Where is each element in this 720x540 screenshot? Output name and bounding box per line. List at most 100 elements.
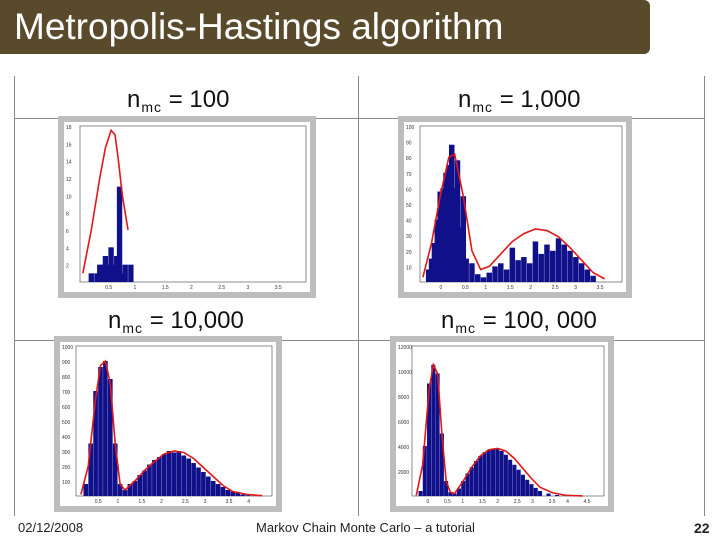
histogram-bar [457,227,464,282]
histogram-bar [446,165,452,282]
histogram-bar [520,474,525,496]
histogram-bar [201,472,206,496]
histogram-bar [463,258,469,282]
x-tick-label: 3.5 [275,285,282,291]
histogram-bar [584,269,591,282]
histogram-bar [161,454,167,496]
histogram-bar [508,459,513,496]
histogram-bar [171,452,177,496]
histogram-plot-100000: 12000 10000 8000 6000 4000 2000 0 0.5 1 1.5 2 2.5 3 3… [390,336,614,512]
grid-line-left [14,76,15,516]
x-tick-label: 1 [117,499,120,505]
histogram-bar [105,264,111,282]
histogram-bar [469,467,474,496]
y-tick-label: 4 [66,246,69,252]
histogram-bar [482,452,487,496]
grid-line-top [14,118,704,119]
y-tick-label: 2 [66,264,69,270]
x-tick-label: 1 [461,499,464,505]
x-tick-label: 1 [134,285,137,291]
histogram-bar [88,443,94,496]
histogram-bar [99,264,106,282]
y-tick-label: 20 [406,250,412,256]
y-tick-label: 30 [406,234,412,240]
histogram-bar [439,433,444,496]
histogram-bar [425,269,432,282]
histogram-bar [550,250,556,282]
y-tick-label: 200 [62,465,71,471]
histogram-bar [422,446,427,496]
y-tick-label: 10000 [398,370,412,376]
panel-label-100000: nmc = 100, 000 [441,307,597,336]
y-tick-label: 60 [406,187,412,193]
histogram-bar [452,493,457,496]
y-tick-label: 80 [406,156,412,162]
histogram-bar [509,247,516,282]
histogram-bar [119,273,126,282]
y-tick-label: 12000 [398,345,412,351]
histogram-bar [245,495,250,496]
y-tick-label: 1000 [62,345,73,351]
y-tick-label: 500 [62,420,71,426]
histogram-bar [503,454,508,496]
histogram-bar [97,264,103,282]
histogram-bar [486,449,491,496]
histogram-bar [418,491,423,496]
histogram-bar [427,383,432,496]
grid-line-middle [14,340,704,341]
histogram-bar [448,492,453,496]
y-tick-label: 900 [62,360,71,366]
histogram-bar [102,256,109,282]
histogram-bar [191,463,196,496]
histogram-bar [116,186,123,282]
histogram-bar [225,490,231,496]
target-density-curve [80,359,263,497]
histogram-bar [117,484,123,496]
x-tick-label: 0.5 [444,499,451,505]
y-tick-label: 6 [66,229,69,235]
y-tick-label: 100 [406,125,415,131]
x-tick-label: 1.5 [507,285,514,291]
histogram-bar [454,160,461,282]
histogram-bar [137,475,143,496]
histogram-bar [83,484,89,496]
histogram-bar [492,266,498,282]
panel-label-100: nmc = 100 [127,86,230,115]
histogram-bar [235,493,241,496]
histogram-bar [573,257,579,282]
histogram-svg-100: 18 16 14 12 10 8 6 4 2 0.5 1 1.5 2 2.5 3 3.5 [66,125,307,291]
histogram-bar [516,469,521,496]
histogram-bar [98,367,103,496]
histogram-bar [555,238,562,282]
histogram-bar [526,263,533,282]
histogram-bar [440,188,446,282]
histogram-bar [546,493,551,496]
histogram-bar [240,494,245,496]
histogram-bar [515,260,521,282]
histogram-svg-10000: 1000 900 800 700 600 500 400 300 200 100 0.5 1 1.5 2 2… [62,345,273,505]
y-tick-label: 12 [66,177,72,183]
x-tick-label: 1.5 [162,285,169,291]
histogram-bar [210,481,216,496]
histogram-bar [480,277,487,282]
histogram-bar [114,256,120,282]
x-tick-label: 2.5 [218,285,225,291]
x-tick-label: 2.5 [182,499,189,505]
histogram-bar [176,451,182,496]
x-tick-label: 2.5 [514,499,521,505]
histogram-bar [469,263,475,282]
histogram-bar [525,479,530,496]
histogram-bar [103,361,108,496]
histogram-bar [128,264,134,282]
y-tick-label: 400 [62,435,71,441]
histogram-bar [127,484,133,496]
grid-line-center [358,76,359,516]
y-tick-label: 50 [406,203,412,209]
y-tick-label: 300 [62,450,71,456]
histogram-bar [498,263,504,282]
histogram-bar [443,172,449,282]
x-tick-label: 0.5 [462,285,469,291]
histogram-bar [431,243,438,282]
y-tick-label: 700 [62,390,71,396]
histogram-bar [428,258,435,282]
